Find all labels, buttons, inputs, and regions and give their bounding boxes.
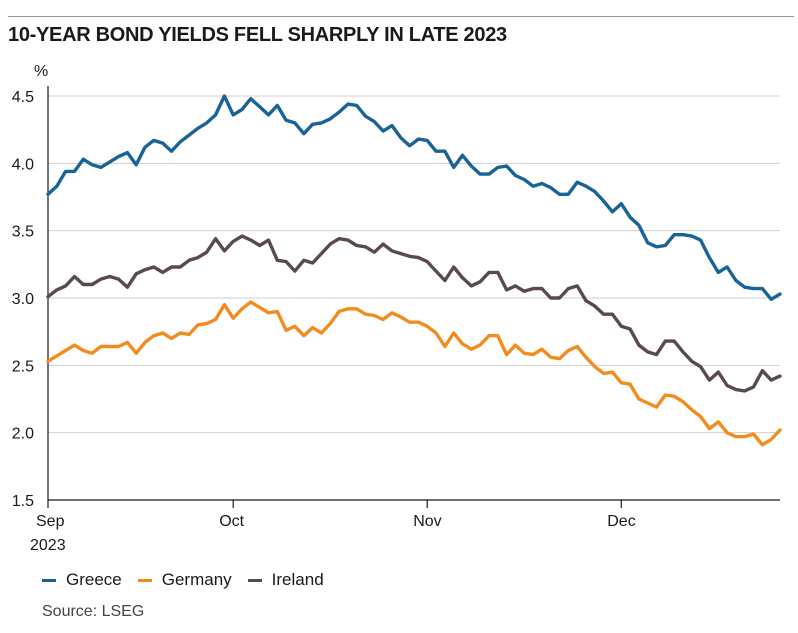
legend-item-germany: Germany [137,570,232,590]
y-tick-label: 3.5 [12,224,34,241]
line-chart: % 1.5 2.0 2.5 3.0 3.5 4.0 4.5 Sep Oct Nov Dec 2023 [12,63,782,554]
legend-label-germany: Germany [161,570,232,589]
x-axis: Sep Oct Nov Dec 2023 [30,499,780,554]
legend-label-ireland: Ireland [271,570,324,589]
y-tick-label: 2.5 [12,358,34,375]
legend-item-greece: Greece [42,570,122,590]
top-rule [8,16,794,17]
series-line-ireland [46,234,782,393]
series-line-germany [46,300,782,447]
legend-swatch-greece [42,578,56,582]
legend-swatch-ireland [247,578,262,582]
legend: Greece Germany Ireland [42,570,340,590]
y-axis-unit: % [34,63,48,80]
x-tick-year: 2023 [30,537,66,554]
legend-swatch-germany [137,578,152,582]
legend-item-ireland: Ireland [247,570,324,590]
gridlines [48,95,780,434]
chart-title: 10-YEAR BOND YIELDS FELL SHARPLY IN LATE… [8,24,507,46]
y-axis: % 1.5 2.0 2.5 3.0 3.5 4.0 4.5 [12,63,49,510]
source-note: Source: LSEG [42,603,145,620]
x-tick-label: Sep [36,513,65,530]
y-tick-label: 4.5 [12,89,34,106]
x-tick-label: Oct [219,513,244,530]
x-tick-label: Dec [607,513,635,530]
legend-label-greece: Greece [66,570,122,589]
y-tick-label: 2.0 [12,426,34,443]
y-tick-label: 3.0 [12,291,34,308]
series-lines [46,94,782,447]
x-tick-label: Nov [413,513,441,530]
y-tick-label: 1.5 [12,493,34,510]
series-line-greece [46,94,782,301]
y-tick-label: 4.0 [12,156,34,173]
